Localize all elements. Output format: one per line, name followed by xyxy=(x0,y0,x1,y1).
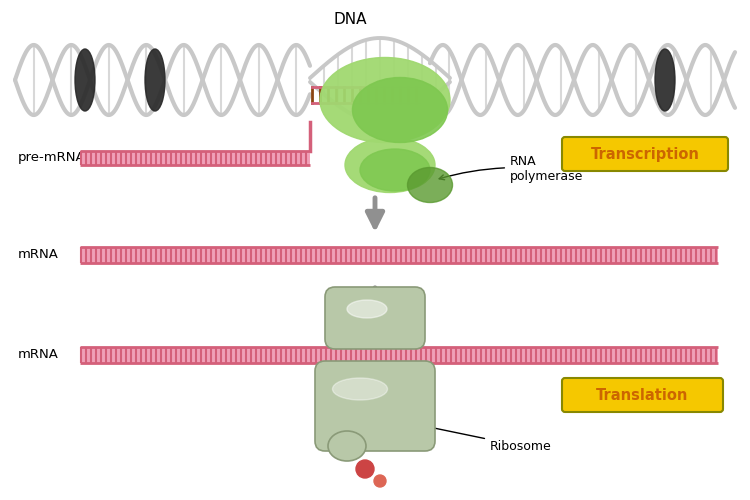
Ellipse shape xyxy=(332,378,388,400)
Text: mRNA: mRNA xyxy=(18,348,58,362)
Text: pre-mRNA: pre-mRNA xyxy=(18,152,86,164)
Ellipse shape xyxy=(407,168,452,202)
Text: RNA
polymerase: RNA polymerase xyxy=(440,155,584,183)
Text: Translation: Translation xyxy=(596,388,688,402)
FancyBboxPatch shape xyxy=(80,347,718,363)
Ellipse shape xyxy=(75,49,95,111)
Text: Transcription: Transcription xyxy=(590,146,700,162)
Circle shape xyxy=(374,475,386,487)
FancyBboxPatch shape xyxy=(80,151,310,165)
Ellipse shape xyxy=(145,49,165,111)
FancyBboxPatch shape xyxy=(315,361,435,451)
Ellipse shape xyxy=(328,431,366,461)
FancyBboxPatch shape xyxy=(80,247,718,263)
Ellipse shape xyxy=(320,58,450,142)
Text: DNA: DNA xyxy=(333,12,367,27)
Ellipse shape xyxy=(360,149,430,191)
Ellipse shape xyxy=(352,78,448,142)
Ellipse shape xyxy=(347,300,387,318)
Circle shape xyxy=(356,460,374,478)
Ellipse shape xyxy=(655,49,675,111)
Ellipse shape xyxy=(345,138,435,192)
FancyBboxPatch shape xyxy=(325,287,425,349)
FancyBboxPatch shape xyxy=(562,378,723,412)
FancyBboxPatch shape xyxy=(562,137,728,171)
Text: mRNA: mRNA xyxy=(18,248,58,262)
Text: Ribosome: Ribosome xyxy=(404,420,552,452)
